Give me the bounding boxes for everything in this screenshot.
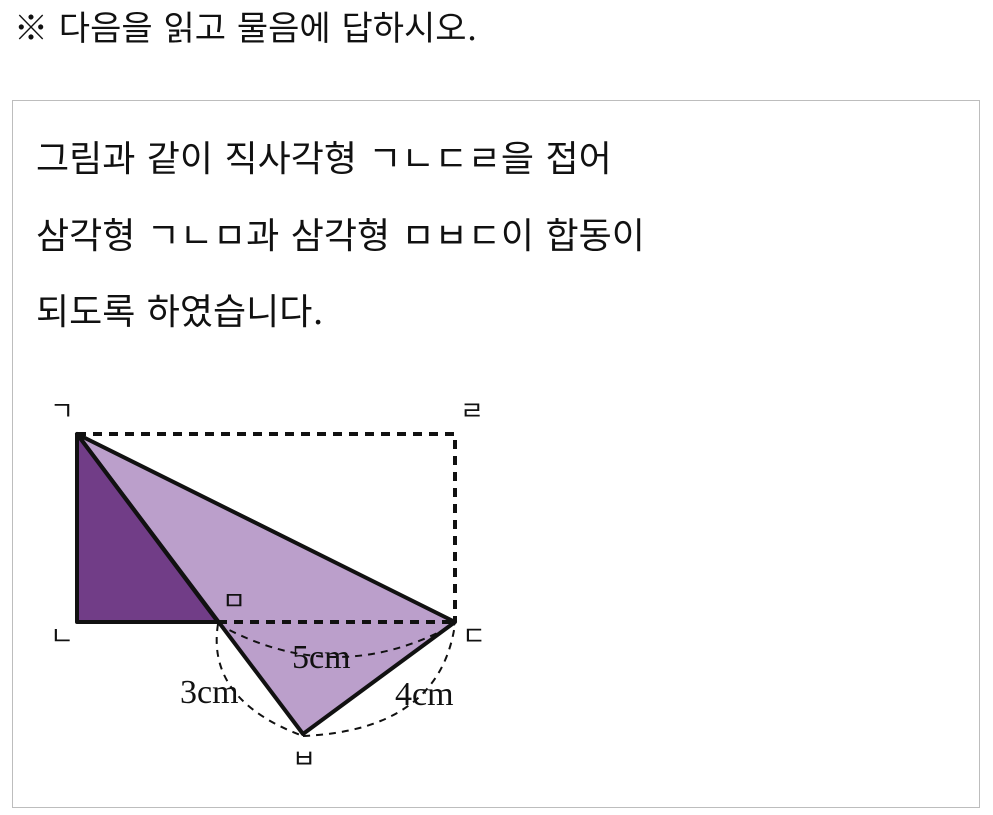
vertex-label-r: ㄹ <box>460 397 484 427</box>
rectangle-dashed-edge <box>77 432 457 622</box>
vertex-label-m: ㅁ <box>222 587 246 617</box>
question-instruction: ※ 다음을 읽고 물음에 답하시오. <box>14 9 478 49</box>
passage-line-2: 삼각형 ㄱㄴㅁ과 삼각형 ㅁㅂㄷ이 합동이 <box>36 216 645 257</box>
passage-box <box>12 100 980 808</box>
arc-bd <box>302 623 456 737</box>
vertex-label-n: ㄴ <box>50 622 74 652</box>
vertex-label-b: ㅂ <box>292 745 316 775</box>
measure-md: 5cm <box>292 639 351 676</box>
arc-mb <box>215 623 304 737</box>
vertex-label-d: ㄷ <box>462 622 486 652</box>
measure-mb: 3cm <box>180 674 239 711</box>
measure-bd: 4cm <box>395 676 454 713</box>
passage-line-1: 그림과 같이 직사각형 ㄱㄴㄷㄹ을 접어 <box>36 139 612 180</box>
passage-line-3: 되도록 하였습니다. <box>36 292 324 333</box>
triangle-gnm <box>75 432 220 624</box>
vertex-label-g: ㄱ <box>50 397 74 427</box>
